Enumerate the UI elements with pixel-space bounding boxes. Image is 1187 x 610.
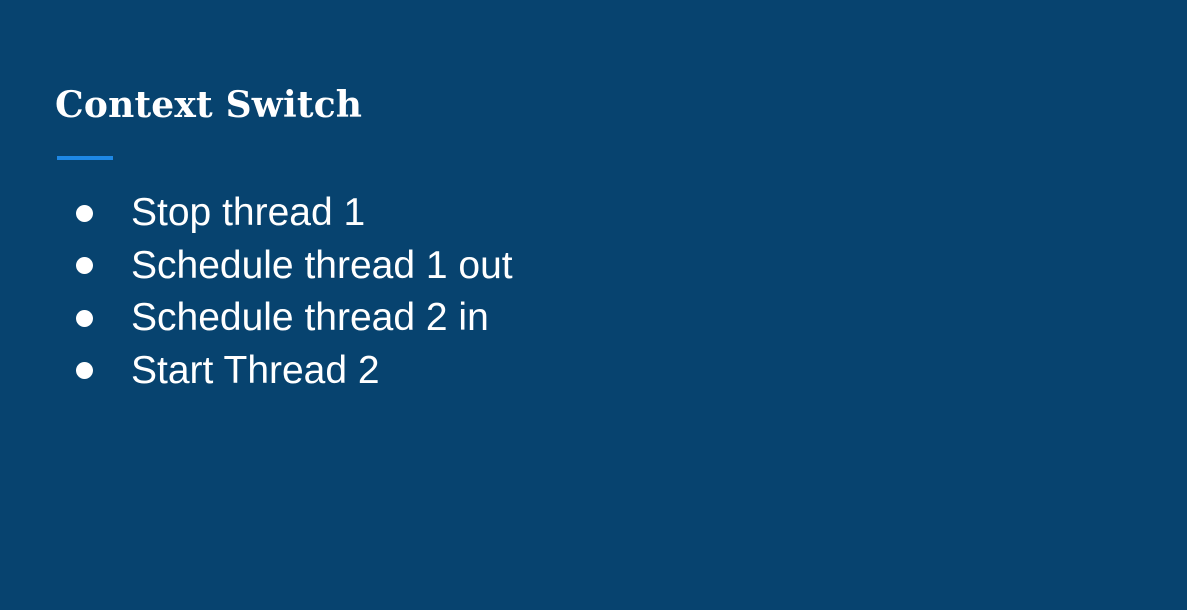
bullet-list: Stop thread 1 Schedule thread 1 out Sche… bbox=[76, 187, 513, 397]
bullet-item: Stop thread 1 bbox=[76, 187, 513, 240]
bullet-item: Schedule thread 2 in bbox=[76, 292, 513, 345]
bullet-dot-icon bbox=[76, 204, 93, 222]
slide-title: Context Switch bbox=[55, 84, 363, 126]
bullet-text: Start Thread 2 bbox=[131, 348, 380, 392]
bullet-text: Stop thread 1 bbox=[131, 191, 366, 235]
bullet-dot-icon bbox=[76, 257, 93, 275]
title-underline-accent bbox=[57, 156, 113, 160]
bullet-dot-icon bbox=[76, 362, 93, 380]
bullet-text: Schedule thread 2 in bbox=[131, 296, 489, 340]
bullet-text: Schedule thread 1 out bbox=[131, 243, 513, 287]
bullet-item: Schedule thread 1 out bbox=[76, 240, 513, 293]
bullet-dot-icon bbox=[76, 309, 93, 327]
bullet-item: Start Thread 2 bbox=[76, 345, 513, 398]
